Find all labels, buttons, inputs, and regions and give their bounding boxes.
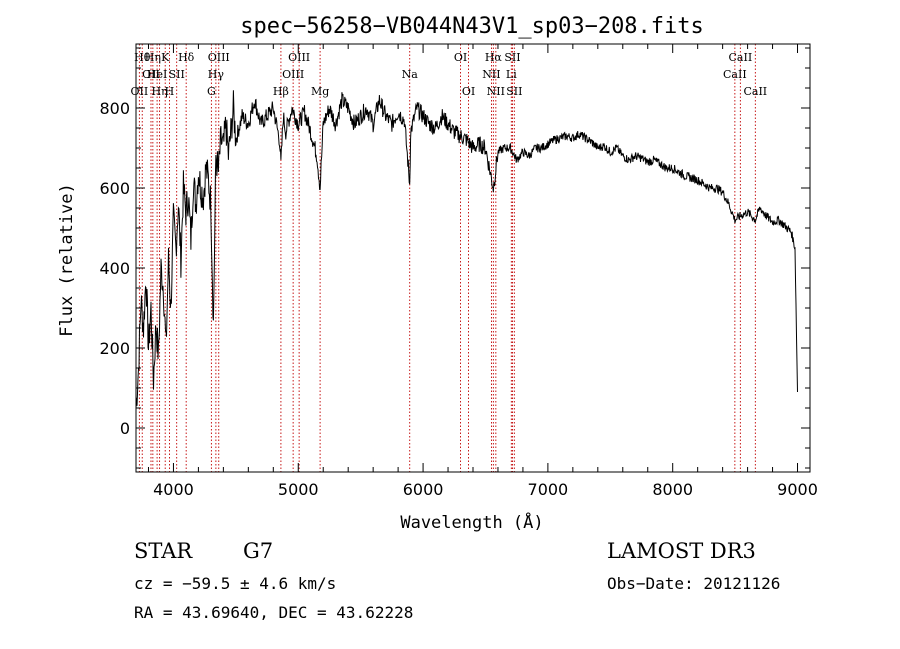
line-label: OIII [208,51,230,64]
spectral-subclass: G7 [243,539,274,563]
line-label: NII [482,68,500,81]
line-label: OIII [288,51,310,64]
x-tick-label: 8000 [652,480,693,499]
line-label: Hθ [134,51,151,64]
line-label: CaII [743,85,767,98]
line-label: Hγ [208,68,225,81]
plot-frame [135,43,811,473]
y-tick-label: 800 [99,99,130,118]
line-label: OII [131,85,149,98]
x-tick-label: 4000 [153,480,194,499]
x-tick-label: 9000 [777,480,818,499]
line-label: NII [487,85,505,98]
line-label: HeI [147,68,167,81]
line-label: OI [462,85,475,98]
line-label: Hα [485,51,503,64]
line-label: Hδ [178,51,195,64]
chart-title: spec−56258−VB044N43V1_sp03−208.fits [240,14,704,39]
line-label: OIII [282,68,304,81]
line-label: H [165,85,175,98]
line-label: CaII [729,51,753,64]
observation-date: Obs−Date: 20121126 [607,574,781,593]
line-label: OII [142,68,160,81]
survey-name: LAMOST DR3 [607,539,756,563]
line-label: SII [169,68,185,81]
y-tick-label: 600 [99,179,130,198]
y-tick-label: 0 [120,419,130,438]
redshift-cz: cz = −59.5 ± 4.6 km/s [134,574,337,593]
line-label: Na [402,68,419,81]
line-label: SII [506,85,522,98]
x-tick-label: 6000 [403,480,444,499]
coordinates: RA = 43.69640, DEC = 43.62228 [134,603,414,622]
x-axis-label: Wavelength (Å) [400,511,543,533]
spectrum-line [136,90,798,409]
line-label: SII [504,51,520,64]
line-label: OI [454,51,467,64]
line-label: Mg [311,85,329,98]
line-label: Hη [145,51,161,64]
line-label: Hη [151,85,167,98]
object-class: STAR [134,539,193,563]
x-tick-label: 5000 [278,480,319,499]
y-tick-label: 400 [99,259,130,278]
line-label: CaII [723,68,747,81]
line-label: Hβ [273,85,289,98]
line-label: Li [506,68,517,81]
y-axis-label: Flux (relative) [57,183,77,337]
x-tick-label: 7000 [528,480,569,499]
line-label: K [161,51,170,64]
y-tick-label: 200 [99,339,130,358]
line-label: G [207,85,216,98]
